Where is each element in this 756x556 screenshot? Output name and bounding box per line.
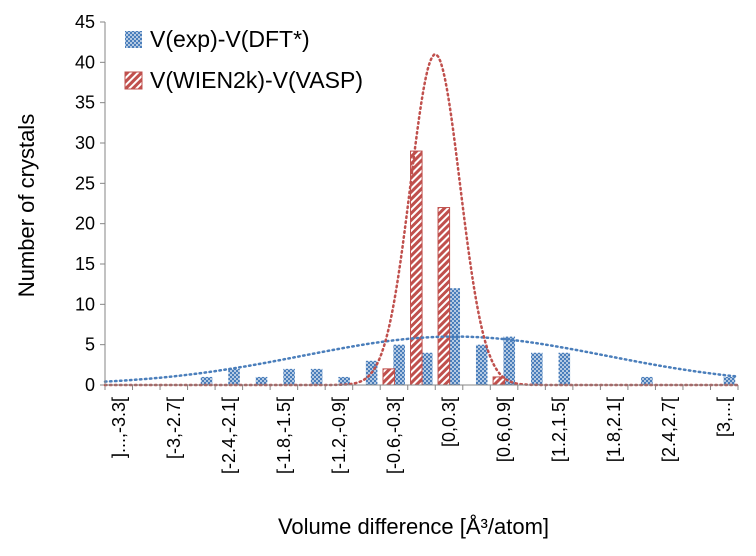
x-axis-title: Volume difference [Å³/atom]: [278, 514, 549, 539]
y-tick-label: 25: [75, 173, 95, 193]
bar-exp-dft: [393, 344, 405, 385]
legend: V(exp)-V(DFT*) V(WIEN2k)-V(VASP): [124, 26, 363, 93]
x-tick-label: [1.2,1.5[: [549, 397, 569, 462]
x-tick-label: [0.6,0.9[: [494, 397, 514, 462]
x-tick-label: [0,0.3[: [439, 397, 459, 447]
x-tick-label: [-1.8,-1.5[: [274, 397, 294, 474]
y-tick-label: 20: [75, 214, 95, 234]
x-tick-label: [-3,-2.7[: [164, 397, 184, 459]
y-tick-label: 30: [75, 133, 95, 153]
bar-exp-dft: [558, 352, 571, 385]
bar-exp-dft: [475, 344, 488, 385]
legend-label-wien2k-vasp: V(WIEN2k)-V(VASP): [150, 67, 363, 93]
y-axis-ticks: 0 5 10 15 20 25 30 35 40 45: [75, 12, 105, 395]
bar-wien2k-vasp: [437, 207, 451, 386]
x-tick-label: [2.4,2.7[: [659, 397, 679, 462]
bar-exp-dft: [255, 376, 268, 385]
x-tick-label: ]...,-3.3[: [109, 397, 129, 458]
y-tick-label: 5: [85, 335, 95, 355]
bar-wien2k-vasp: [382, 368, 396, 386]
y-tick-label: 45: [75, 12, 95, 32]
bar-exp-dft: [283, 368, 295, 385]
y-tick-label: 10: [75, 294, 95, 314]
bar-exp-dft: [338, 376, 350, 385]
bar-exp-dft: [723, 376, 736, 385]
x-tick-label: [-2.4,-2.1[: [219, 397, 239, 474]
y-tick-label: 15: [75, 254, 95, 274]
x-axis-ticks: ]...,-3.3[ [-3,-2.7[ [-2.4,-2.1[ [-1.8,-1.5…: [104, 385, 739, 474]
x-tick-label: [-0.6,-0.3[: [384, 397, 404, 474]
legend-swatch-exp-dft: [125, 31, 142, 48]
bars-group: [200, 150, 736, 386]
x-tick-label: [3,...[: [714, 397, 734, 437]
y-tick-label: 35: [75, 93, 95, 113]
y-tick-label: 0: [85, 375, 95, 395]
y-axis-title: Number of crystals: [14, 114, 39, 297]
bar-exp-dft: [200, 376, 213, 385]
bar-exp-dft: [531, 352, 543, 385]
bar-exp-dft: [420, 352, 433, 385]
legend-swatch-wien2k-vasp: [124, 71, 143, 90]
fit-curve-exp-dft: [103, 335, 740, 383]
y-tick-label: 40: [75, 52, 95, 72]
x-tick-label: [-1.2,-0.9[: [329, 397, 349, 474]
x-tick-label: [1.8,2.1[: [604, 397, 624, 462]
legend-label-exp-dft: V(exp)-V(DFT*): [150, 26, 310, 52]
bar-exp-dft: [503, 336, 516, 385]
bar-wien2k-vasp: [410, 150, 423, 386]
bar-exp-dft: [641, 376, 653, 385]
bar-exp-dft: [228, 368, 240, 385]
bar-exp-dft: [310, 368, 323, 385]
